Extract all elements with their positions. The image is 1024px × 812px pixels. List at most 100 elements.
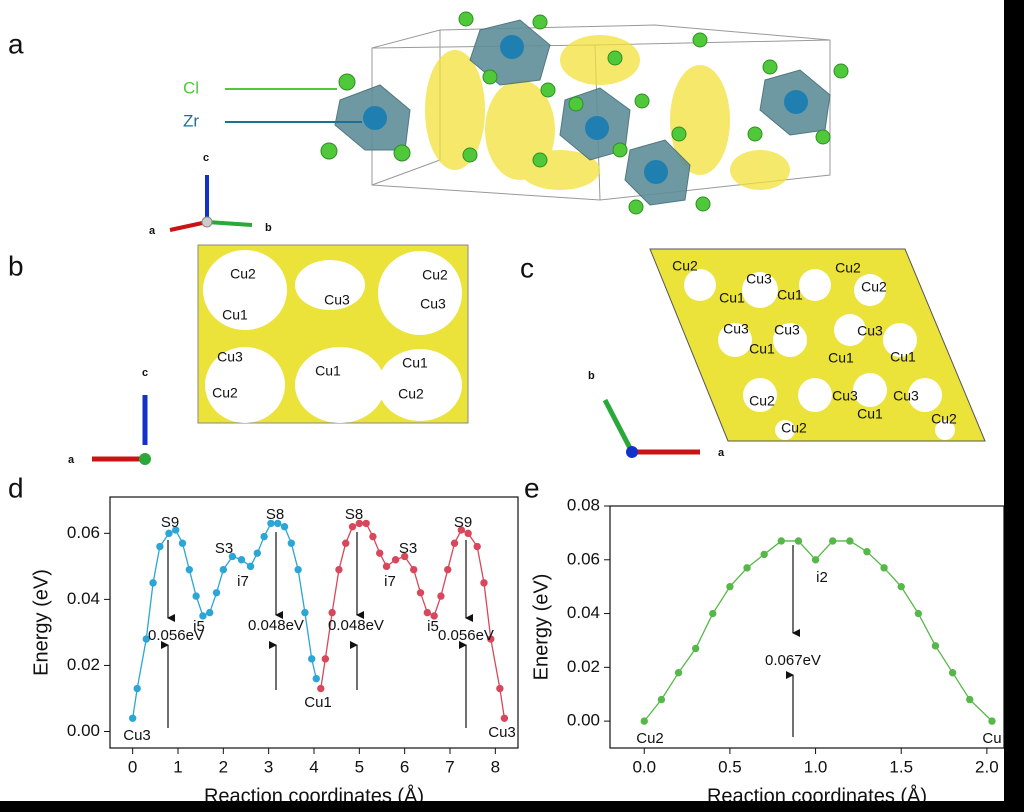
data-point [914, 609, 923, 618]
annotation: i5 [427, 618, 439, 635]
y-tick-label: 0.06 [67, 523, 100, 542]
data-point [880, 564, 888, 572]
panel-label: b [8, 250, 24, 281]
data-point [328, 608, 336, 617]
x-tick-label: 8 [491, 757, 500, 776]
legend-cl: Cl [183, 78, 199, 97]
structure-a [169, 11, 849, 232]
annotation: i7 [384, 573, 396, 590]
y-tick-label: 0.00 [567, 711, 600, 730]
data-point [410, 565, 418, 574]
annotation: S9 [454, 514, 472, 531]
y-axis-title: Energy (eV) [30, 569, 52, 676]
axis-label: c [203, 152, 209, 164]
site-label: Cu1 [857, 406, 883, 422]
data-point [260, 532, 268, 541]
annotation: S3 [399, 540, 417, 557]
site-label: Cu2 [931, 411, 957, 427]
data-point [416, 589, 425, 597]
data-point [674, 669, 683, 677]
data-point [133, 684, 141, 693]
plot-frame [609, 505, 1005, 749]
data-point [391, 556, 400, 564]
data-point [369, 532, 377, 541]
data-point [376, 549, 384, 557]
x-tick-label: 4 [309, 757, 318, 776]
annotation: Cu1 [304, 694, 332, 711]
data-point [897, 582, 905, 591]
data-point [382, 562, 391, 571]
x-tick-label: 3 [264, 757, 273, 776]
data-point [128, 714, 137, 722]
data-point [457, 526, 466, 534]
data-point [335, 565, 343, 574]
annotation: 0.056eV [148, 627, 204, 644]
data-point [948, 669, 957, 677]
annotation: 0.056eV [438, 627, 494, 644]
data-point [487, 635, 495, 643]
data-point [496, 684, 504, 693]
data-point [811, 556, 820, 564]
x-tick-label: 0.5 [718, 757, 742, 776]
data-point [362, 519, 370, 528]
x-tick-label: 6 [400, 757, 409, 776]
data-point [185, 565, 194, 574]
data-point [165, 529, 173, 538]
data-point [156, 542, 164, 551]
site-label: Cu2 [672, 258, 698, 274]
data-point [794, 537, 803, 545]
data-point [199, 612, 207, 620]
data-point [450, 539, 459, 547]
site-label: Cu1 [890, 349, 916, 365]
site-label: Cu3 [774, 322, 800, 338]
data-point [400, 552, 409, 561]
data-point [280, 523, 289, 531]
site-label: Cu3 [893, 388, 919, 404]
data-point [640, 717, 648, 725]
annotation: Cu3 [123, 727, 151, 744]
data-point [321, 655, 330, 663]
data-point [206, 608, 214, 617]
panel-label: c [520, 252, 534, 283]
y-tick-label: 0.02 [567, 657, 600, 676]
data-point [743, 564, 751, 572]
data-point [348, 523, 357, 531]
annotation: S8 [345, 506, 363, 523]
structure-c [602, 248, 986, 458]
annotation: 0.067eV [765, 652, 821, 669]
x-tick-label: 1 [173, 757, 182, 776]
site-label: Cu1 [749, 341, 775, 357]
data-point [287, 539, 296, 547]
data-point [423, 608, 432, 617]
site-label: Cu2 [861, 279, 887, 295]
site-label: Cu2 [230, 266, 256, 282]
data-point [464, 529, 472, 538]
site-label: Cu3 [324, 292, 350, 308]
data-point [246, 562, 255, 571]
x-tick-label: 5 [355, 757, 364, 776]
annotation: S8 [266, 506, 284, 523]
data-point [317, 684, 325, 693]
right-band [1004, 0, 1024, 812]
site-label: Cu3 [857, 323, 883, 339]
site-label: Cu1 [402, 355, 428, 371]
y-tick-label: 0.04 [567, 603, 600, 622]
data-point [149, 579, 157, 587]
data-point [760, 550, 768, 559]
data-point [473, 542, 481, 551]
x-tick-label: 0 [128, 757, 137, 776]
annotation: i5 [193, 618, 205, 635]
data-point [142, 635, 150, 643]
data-point [342, 539, 350, 547]
data-point [178, 539, 187, 547]
site-label: Cu1 [719, 290, 745, 306]
x-tick-label: 7 [445, 757, 454, 776]
data-point [308, 655, 316, 663]
data-point [219, 565, 228, 574]
data-point [709, 609, 717, 618]
panel-label: a [8, 28, 24, 59]
data-point [691, 644, 700, 653]
